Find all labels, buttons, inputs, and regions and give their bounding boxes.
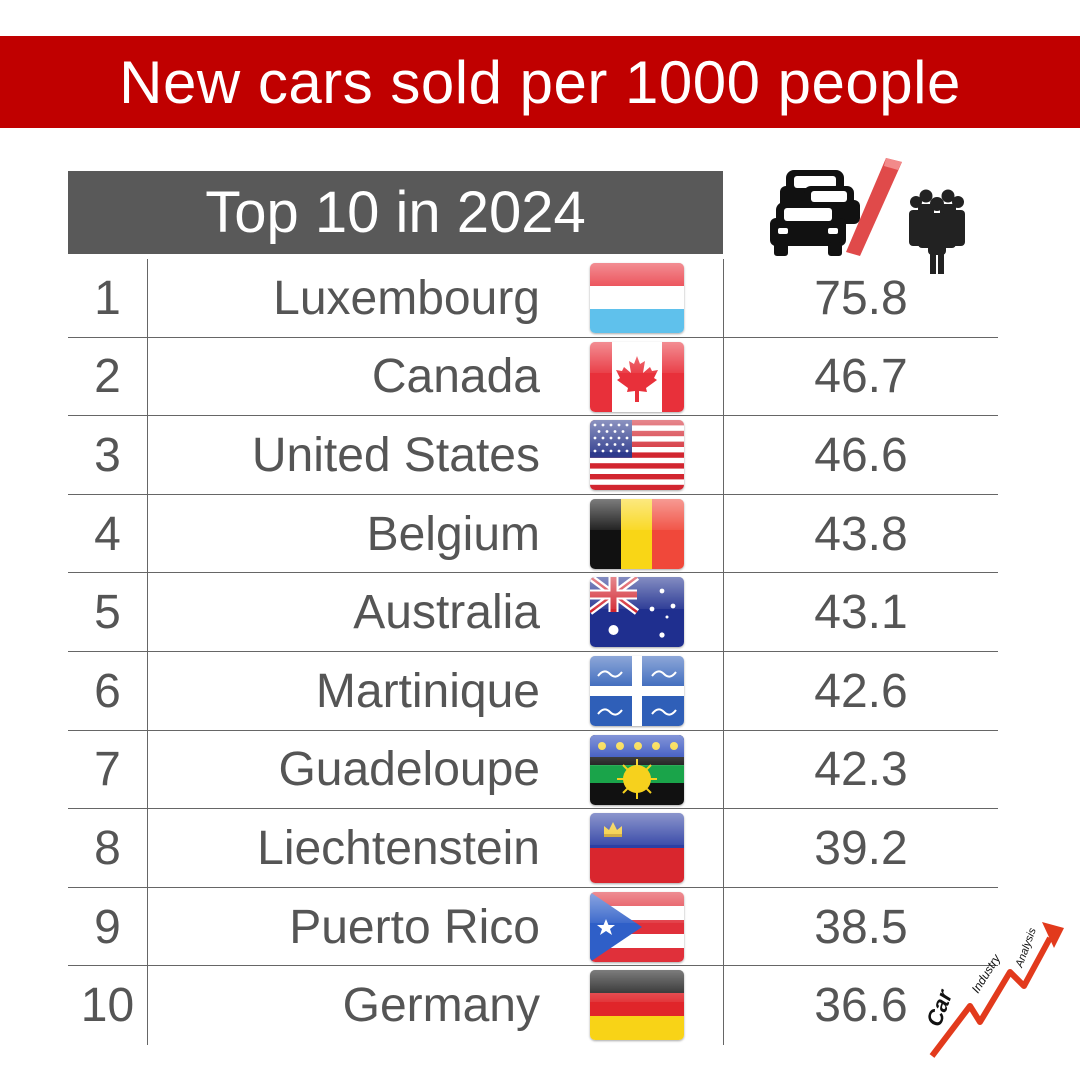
australia-flag-icon [590, 577, 684, 648]
table-row: 3 United States 46.6 [68, 416, 998, 495]
car-industry-analysis-logo: Car Industry Analysis [921, 922, 1064, 1058]
martinique-flag-icon [590, 656, 684, 726]
column-divider [723, 259, 724, 1045]
table-row: 1 Luxembourg 75.8 [68, 259, 998, 338]
country-cell: Luxembourg [273, 271, 540, 325]
column-divider [147, 259, 148, 1045]
rank-cell: 10 [80, 979, 135, 1033]
table-row: 7 Guadeloupe 42.3 [68, 731, 998, 810]
value-cell: 43.1 [814, 586, 908, 640]
table-row: 8 Liechtenstein 39.2 [68, 809, 998, 888]
value-cell: 42.6 [814, 664, 908, 718]
country-cell: Belgium [366, 507, 540, 561]
rank-cell: 5 [94, 586, 121, 640]
value-cell: 39.2 [814, 821, 908, 875]
germany-flag-icon [590, 970, 684, 1041]
luxembourg-flag-icon [590, 263, 684, 333]
value-cell: 36.6 [814, 979, 908, 1033]
country-cell: United States [251, 428, 540, 482]
rank-cell: 7 [94, 743, 121, 797]
rank-cell: 3 [94, 428, 121, 482]
table-row: 4 Belgium 43.8 [68, 495, 998, 574]
guadeloupe-flag-icon [590, 734, 684, 805]
country-cell: Australia [353, 586, 540, 640]
cars-per-people-icon [770, 158, 965, 274]
rank-cell: 9 [94, 900, 121, 954]
rank-cell: 6 [94, 664, 121, 718]
table-subtitle: Top 10 in 2024 [68, 171, 723, 254]
table-row: 9 Puerto Rico 38.5 [68, 888, 998, 967]
country-cell: Germany [342, 979, 540, 1033]
table-row: 10 Germany 36.6 [68, 966, 998, 1045]
value-cell: 38.5 [814, 900, 908, 954]
rank-cell: 4 [94, 507, 121, 561]
table-row: 6 Martinique 42.6 [68, 652, 998, 731]
country-cell: Canada [371, 350, 540, 404]
country-cell: Guadeloupe [278, 743, 540, 797]
ranking-table: 1 Luxembourg 75.8 2 Canada 46.7 3 United… [68, 259, 998, 1045]
belgium-flag-icon [590, 498, 684, 569]
country-cell: Martinique [315, 664, 540, 718]
table-row: 5 Australia 43.1 [68, 573, 998, 652]
country-cell: Liechtenstein [257, 821, 540, 875]
value-cell: 75.8 [814, 271, 908, 325]
value-cell: 42.3 [814, 743, 908, 797]
liechtenstein-flag-icon [590, 813, 684, 884]
country-cell: Puerto Rico [289, 900, 540, 954]
united-states-flag-icon [590, 420, 684, 491]
logo-word-car: Car [921, 985, 958, 1029]
canada-flag-icon [590, 341, 684, 412]
rank-cell: 8 [94, 821, 121, 875]
value-cell: 46.7 [814, 350, 908, 404]
puerto-rico-flag-icon [590, 891, 684, 962]
table-row: 2 Canada 46.7 [68, 338, 998, 417]
value-cell: 43.8 [814, 507, 908, 561]
rank-cell: 1 [94, 271, 121, 325]
rank-cell: 2 [94, 350, 121, 404]
value-cell: 46.6 [814, 428, 908, 482]
page-title: New cars sold per 1000 people [0, 36, 1080, 128]
